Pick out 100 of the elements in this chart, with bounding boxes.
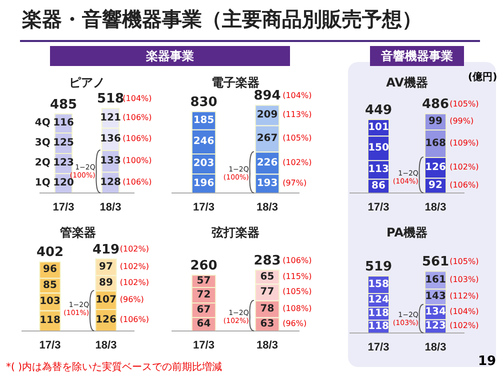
x-tick-label: 18/3 [256,201,278,214]
x-tick-label: 17/3 [368,201,390,214]
data-label: 89 [99,277,113,288]
data-label: 123 [425,320,446,332]
data-label: 116 [53,118,74,129]
total-label: 283 [254,254,281,269]
total-label: 485 [50,97,78,112]
data-label: 77 [260,286,274,298]
data-label: 150 [368,142,389,154]
series-label: 4Q [34,118,50,129]
annotation: (96%) [282,319,307,328]
data-label: 126 [425,162,446,173]
annotation: (109%) [450,138,479,148]
annotation: (105%) [282,134,312,143]
total-label: 486 [422,97,450,112]
data-label: 193 [256,178,278,189]
text: (104%) [282,90,312,100]
annotation: (102%) [282,158,312,167]
text: (104%) [122,94,152,103]
chart-title: AV機器 [386,75,428,90]
data-label: 118 [368,320,389,332]
data-label: 124 [368,294,389,306]
data-label: 168 [425,138,446,149]
x-tick-label: 17/3 [193,201,214,214]
data-label: 118 [368,308,389,319]
total-label: 518 [96,92,124,107]
x-tick-label: 17/3 [368,341,390,354]
data-label: 158 [368,278,389,290]
x-tick-label: 18/3 [424,341,446,354]
chart-title: 弦打楽器 [212,225,260,240]
annotation: (100%) [122,156,152,165]
annotation: (102%) [450,321,479,330]
annotation: (102%) [450,162,479,172]
text: (105%) [450,99,479,108]
x-tick-label: 17/3 [52,201,74,214]
text: (102%) [120,244,150,254]
x-tick-label: 18/3 [100,201,122,214]
x-tick-label: 17/3 [193,339,214,352]
data-label: 99 [428,116,442,127]
annotation: (97%) [282,178,307,188]
text: (105%) [450,256,479,266]
x-tick-label: 17/3 [39,339,61,352]
series-label: 3Q [34,137,50,148]
data-label: 86 [372,180,386,192]
data-label: 63 [260,318,274,330]
series-label: 1Q [34,178,50,189]
data-label: 78 [260,303,274,314]
total-label: 449 [364,102,392,118]
data-label: 133 [100,155,121,166]
data-label: 128 [100,176,121,188]
data-label: 185 [193,114,214,126]
annotation: (102%) [120,278,150,287]
data-label: 134 [425,306,446,318]
data-label: 57 [196,275,211,286]
x-tick-label: 18/3 [256,339,278,352]
text: 19 [478,354,496,369]
data-label: 121 [100,112,121,124]
annotation: (106%) [122,134,152,143]
data-label: 136 [100,133,121,144]
annotation: (106%) [120,314,150,324]
annotation: (105%) [282,287,312,296]
annotation: (106%) [450,180,479,190]
data-label: 64 [196,318,211,330]
chart-title: 電子楽器 [212,75,260,90]
text: 楽器事業 [50,46,290,66]
total-label: 260 [190,258,218,274]
data-label: 92 [428,180,442,191]
data-label: 85 [43,280,57,291]
data-label: 67 [196,304,211,316]
text: 音響機器事業 [370,46,464,66]
data-label: 103 [40,296,60,308]
annotation: (102%) [120,262,150,271]
data-label: 97 [99,261,113,272]
data-label: 120 [53,178,74,189]
text: (億円) [468,70,498,84]
annotation: (108%) [282,304,312,313]
total-label: 519 [364,259,392,274]
data-label: 101 [368,122,389,133]
x-tick-label: 18/3 [95,339,117,352]
text: 楽器・音響機器事業（主要商品別販売予想） [22,6,422,33]
data-label: 125 [53,137,74,148]
total-label: 830 [190,95,218,110]
x-tick-label: 18/3 [424,201,446,214]
data-label: 196 [193,178,214,189]
data-label: 161 [425,274,446,286]
annotation: (106%) [122,112,152,122]
data-label: 203 [193,158,214,170]
data-label: 96 [43,264,57,276]
annotation: (106%) [122,177,152,186]
data-label: 113 [368,164,389,176]
text: *( )内は為替を除いた実質ベースでの前期比増減 [6,360,222,374]
data-label: 118 [40,315,60,326]
total-label: 561 [422,254,450,270]
annotation: (103%) [450,274,479,284]
data-label: 72 [196,289,211,300]
data-label: 246 [193,136,214,148]
chart-title: 管楽器 [59,225,96,240]
chart-title: PA機器 [386,225,428,240]
data-label: 126 [96,314,116,326]
data-label: 107 [96,294,116,306]
